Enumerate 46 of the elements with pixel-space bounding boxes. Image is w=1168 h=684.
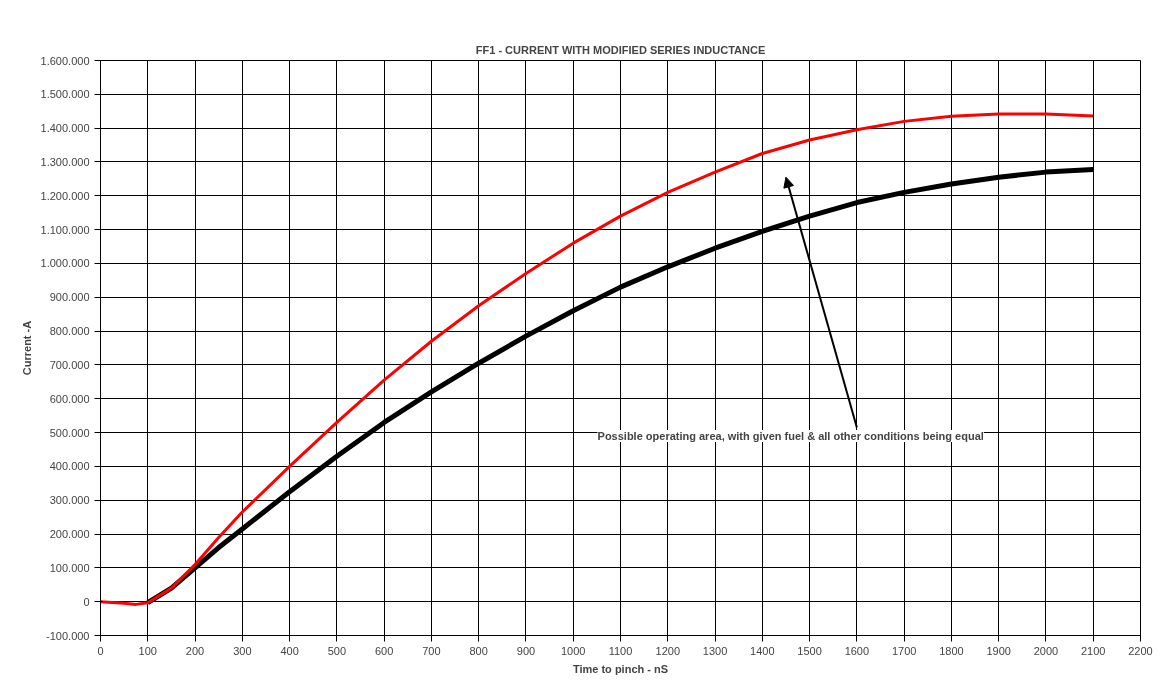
y-tick-label: 700.000 <box>49 358 90 371</box>
y-tick-label: 900.000 <box>49 291 90 304</box>
y-tick-label: 300.000 <box>49 494 90 507</box>
x-tick-label: 2000 <box>1033 644 1059 657</box>
y-tick-label: 1.100.000 <box>40 223 90 236</box>
x-tick-label: 2200 <box>1128 644 1153 657</box>
x-tick-label: 1500 <box>797 644 822 657</box>
x-axis-title: Time to pinch - nS <box>572 662 669 675</box>
y-axis-title: Current -A <box>20 320 33 376</box>
annotation: Possible operating area, with given fuel & all other conditions being equal <box>597 429 984 442</box>
y-tick-label: 500.000 <box>49 426 90 439</box>
y-tick-label: 600.000 <box>49 392 90 405</box>
y-tick-label: 800.000 <box>49 325 90 338</box>
y-tick-label: 1.200.000 <box>40 189 90 202</box>
x-tick-label: 800 <box>469 644 488 657</box>
chart-title: FF1 - CURRENT WITH MODIFIED SERIES INDUCTANCE <box>475 43 766 56</box>
y-tick-label: 100.000 <box>49 561 90 574</box>
y-tick-label: 1.300.000 <box>40 155 90 168</box>
y-tick-label: -100.000 <box>46 629 90 642</box>
y-tick-label: 1.000.000 <box>40 257 90 270</box>
x-tick-label: 500 <box>327 644 347 657</box>
x-tick-label: 0 <box>97 644 104 657</box>
y-tick-label: 1.500.000 <box>40 88 90 101</box>
x-tick-label: 2100 <box>1080 644 1106 657</box>
y-tick-label: 1.400.000 <box>40 122 90 135</box>
x-tick-label: 1600 <box>844 644 870 657</box>
x-tick-label: 1400 <box>750 644 775 657</box>
x-tick-label: 1300 <box>702 644 728 657</box>
x-tick-label: 1200 <box>655 644 681 657</box>
x-tick-label: 600 <box>374 644 394 657</box>
x-tick-label: 1800 <box>939 644 964 657</box>
y-tick-label: 400.000 <box>49 460 90 473</box>
x-tick-label: 1700 <box>891 644 917 657</box>
y-tick-label: 0 <box>83 595 90 608</box>
x-tick-label: 1900 <box>986 644 1011 657</box>
x-tick-label: 1000 <box>560 644 586 657</box>
y-tick-label: 1.600.000 <box>40 54 90 67</box>
x-tick-label: 100 <box>138 644 157 657</box>
x-tick-label: 200 <box>185 644 205 657</box>
x-tick-label: 300 <box>233 644 252 657</box>
x-tick-label: 1100 <box>608 644 633 657</box>
x-tick-label: 700 <box>422 644 441 657</box>
x-tick-label: 400 <box>280 644 299 657</box>
x-tick-label: 900 <box>516 644 536 657</box>
y-tick-label: 200.000 <box>49 528 90 541</box>
line-series <box>100 112 1095 606</box>
